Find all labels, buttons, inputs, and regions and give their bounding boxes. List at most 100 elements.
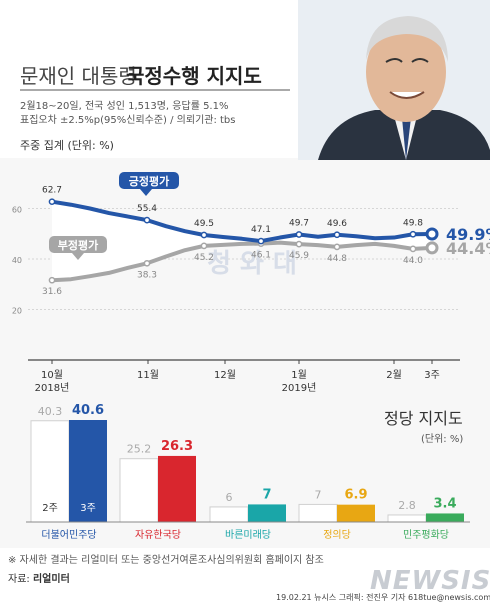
weekly-label: 주중 집계 (단위: %) xyxy=(20,139,114,152)
x-tick-label: 10월 xyxy=(41,369,63,381)
data-point xyxy=(409,245,417,253)
portrait-smile xyxy=(389,91,425,99)
portrait-eye-left xyxy=(385,58,403,63)
bar-prev-value: 6 xyxy=(226,491,233,504)
portrait-photo xyxy=(298,0,490,160)
x-tick-label: 12월 xyxy=(214,369,236,381)
bar-this-value: 6.9 xyxy=(344,488,367,503)
data-label: 44.8 xyxy=(327,254,347,264)
survey-info-line1: 2월18~20일, 전국 성인 1,513명, 응답률 5.1% xyxy=(20,101,229,112)
bar-this-week xyxy=(337,504,375,522)
bar-this-week xyxy=(69,420,107,522)
party-name: 정의당 xyxy=(323,529,351,541)
portrait-face xyxy=(366,22,446,122)
x-tick-label: 11월 xyxy=(137,369,159,381)
title-plain: 문재인 대통령 xyxy=(20,64,137,88)
bar-prev-week xyxy=(30,420,70,523)
data-point xyxy=(295,240,303,248)
data-label: 49.5 xyxy=(194,219,214,229)
party-chart-title: 정당 지지도 xyxy=(384,409,463,428)
legend-positive-box xyxy=(119,172,179,189)
bar-this-value: 40.6 xyxy=(72,403,104,418)
bar-this-week xyxy=(426,513,464,522)
bar-prev-value: 25.2 xyxy=(127,443,152,456)
legend-positive-pointer xyxy=(140,189,152,196)
credit-line: 19.02.21 뉴시스 그래픽: 전진우 기자 618tue@newsis.c… xyxy=(276,593,490,602)
portrait-eye-right xyxy=(411,58,429,63)
x-tick-year: 2018년 xyxy=(35,382,70,394)
data-point xyxy=(333,243,341,251)
data-label: 46.1 xyxy=(251,251,271,261)
title-bold: 국정수행 지지도 xyxy=(126,64,262,88)
source-label: 자료: xyxy=(8,574,30,585)
source-line: 자료: 리얼미터 xyxy=(8,570,70,585)
party-chart-unit: (단위: %) xyxy=(421,434,464,445)
legend-negative-box xyxy=(49,236,107,253)
portrait-tie xyxy=(402,118,411,160)
positive-end-marker xyxy=(425,227,439,241)
x-tick-label: 3주 xyxy=(424,370,440,381)
party-name: 민주평화당 xyxy=(403,529,449,541)
data-label: 38.3 xyxy=(137,270,157,280)
x-tick-label: 1월 xyxy=(291,369,307,381)
data-label: 62.7 xyxy=(42,186,62,196)
data-label: 45.9 xyxy=(289,251,309,261)
y-tick-label: 60 xyxy=(12,206,22,215)
data-label: 49.7 xyxy=(289,219,309,229)
bar-prev-value: 7 xyxy=(315,488,322,501)
legend-negative-pointer xyxy=(72,253,84,260)
source-name: 리얼미터 xyxy=(32,574,70,585)
party-name: 바른미래당 xyxy=(225,529,271,541)
y-tick-label: 20 xyxy=(12,307,22,316)
negative-line xyxy=(51,240,433,283)
x-tick-label: 2월 xyxy=(386,369,402,381)
bar-prev-value: 40.3 xyxy=(38,405,63,418)
data-label: 31.6 xyxy=(42,287,62,297)
data-point xyxy=(143,216,151,224)
bar-this-value: 7 xyxy=(262,487,271,502)
bar-prev-value: 2.8 xyxy=(398,499,416,512)
newsis-logo: NEWSIS xyxy=(370,566,490,596)
negative-latest-label: 44.4% xyxy=(446,239,490,258)
bar-series-prev-label: 2주 xyxy=(42,503,58,514)
positive-line xyxy=(51,199,433,244)
bar-this-week xyxy=(248,504,286,522)
watermark-text: 청 와 대 xyxy=(207,249,297,279)
bar-this-value: 3.4 xyxy=(433,496,456,511)
bar-prev-week xyxy=(119,458,159,523)
y-tick-label: 40 xyxy=(12,256,22,265)
footnote: ※ 자세한 결과는 리얼미터 또는 중앙선거여론조사심의위원회 홈페이지 참조 xyxy=(8,555,324,566)
x-tick-year: 2019년 xyxy=(282,382,317,394)
data-label: 49.8 xyxy=(403,218,423,228)
data-point xyxy=(409,230,417,238)
bar-this-week xyxy=(158,455,196,522)
data-point xyxy=(200,242,208,250)
bar-prev-week xyxy=(387,514,427,523)
party-name: 더불어민주당 xyxy=(41,529,96,541)
data-point xyxy=(143,259,151,267)
portrait-hair xyxy=(366,16,448,62)
data-label: 49.6 xyxy=(327,219,347,229)
data-label: 55.4 xyxy=(137,204,157,214)
survey-info-line2: 표집오차 ±2.5%p(95%신뢰수준) / 의뢰기관: tbs xyxy=(20,115,236,126)
legend-negative-label: 부정평가 xyxy=(58,238,98,252)
data-point xyxy=(48,198,56,206)
bar-prev-week xyxy=(298,503,338,523)
bar-this-value: 26.3 xyxy=(161,439,193,454)
positive-latest-label: 49.9% xyxy=(446,225,490,244)
data-point xyxy=(333,231,341,239)
data-label: 45.2 xyxy=(194,253,214,263)
data-point xyxy=(257,237,265,245)
negative-end-marker xyxy=(425,241,439,255)
data-label: 47.1 xyxy=(251,225,271,235)
data-label: 44.0 xyxy=(403,256,423,266)
data-point xyxy=(200,231,208,239)
party-name: 자유한국당 xyxy=(135,529,181,541)
bar-prev-week xyxy=(209,506,249,523)
legend-positive-label: 긍정평가 xyxy=(129,174,169,188)
data-point xyxy=(295,231,303,238)
bar-series-this-label: 3주 xyxy=(80,503,96,514)
data-point xyxy=(48,276,56,284)
